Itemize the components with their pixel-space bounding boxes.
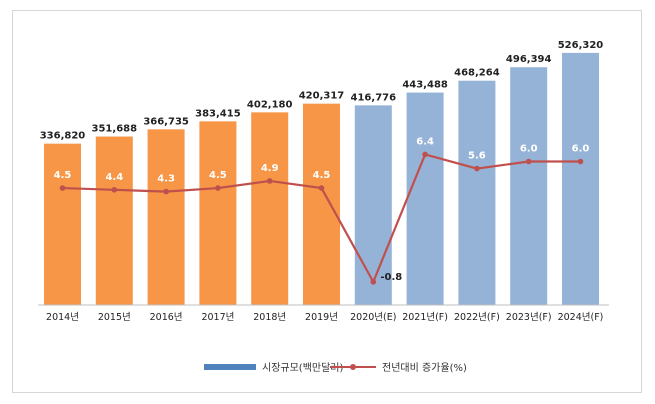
growth-value-label-6: -0.8 xyxy=(380,272,402,283)
growth-line-group: 4.5 4.4 4.3 4.5 4.9 4.5 -0.8 6.4 5.6 6.0 6.0 xyxy=(54,136,590,285)
x-tick-label-4: 2018년 xyxy=(253,312,286,323)
bar-value-label-10: 526,320 xyxy=(558,40,604,51)
growth-point-4 xyxy=(266,178,273,184)
growth-point-2 xyxy=(163,188,169,195)
growth-value-label-3: 4.5 xyxy=(209,170,227,181)
bar-value-label-1: 351,688 xyxy=(92,124,138,135)
growth-point-6 xyxy=(370,279,377,285)
growth-value-label-9: 6.0 xyxy=(520,144,538,155)
bar-8 xyxy=(458,80,496,306)
growth-value-label-8: 5.6 xyxy=(468,151,486,162)
x-tick-label-7: 2021년(F) xyxy=(402,312,448,323)
bar-value-label-4: 402,180 xyxy=(247,99,293,110)
legend-bar-label: 시장규모(백만달러) xyxy=(262,362,344,374)
growth-point-9 xyxy=(525,158,532,165)
bar-value-label-7: 443,488 xyxy=(402,80,448,91)
growth-point-1 xyxy=(111,187,118,193)
growth-value-label-10: 6.0 xyxy=(572,144,590,155)
bar-2 xyxy=(147,129,185,305)
x-tick-label-9: 2023년(F) xyxy=(506,312,552,323)
bar-value-label-2: 366,735 xyxy=(143,116,189,127)
bar-value-label-9: 496,394 xyxy=(506,54,552,65)
growth-point-0 xyxy=(59,185,66,191)
x-tick-label-2: 2016년 xyxy=(150,312,183,323)
legend-bar-swatch xyxy=(204,364,256,370)
growth-value-label-1: 4.4 xyxy=(105,172,123,183)
growth-point-5 xyxy=(318,185,325,191)
bar-value-label-0: 336,820 xyxy=(40,131,86,142)
growth-value-label-0: 4.5 xyxy=(54,170,72,181)
growth-point-3 xyxy=(215,185,221,191)
x-tick-label-3: 2017년 xyxy=(201,312,234,323)
growth-value-label-2: 4.3 xyxy=(157,174,175,185)
bar-value-label-3: 383,415 xyxy=(195,108,241,119)
bar-1 xyxy=(95,136,133,305)
x-tick-label-8: 2022년(F) xyxy=(454,312,500,323)
growth-point-10 xyxy=(577,158,584,165)
legend-line-label: 전년대비 증가율(%) xyxy=(382,362,467,374)
x-tick-labels-group: 2014년 2015년 2016년 2017년 2018년 2019년 2020년(E) 20… xyxy=(46,312,603,323)
bar-labels-group: 336,820 351,688 366,735 383,415 402,180 420,3… xyxy=(40,40,604,142)
x-tick-label-0: 2014년 xyxy=(46,312,79,323)
bar-value-label-6: 416,776 xyxy=(351,92,397,103)
growth-value-label-5: 4.5 xyxy=(313,170,331,181)
x-tick-label-6: 2020년(E) xyxy=(350,312,396,323)
bar-7 xyxy=(406,92,444,305)
growth-point-8 xyxy=(474,165,480,172)
growth-value-label-7: 6.4 xyxy=(416,136,434,147)
growth-value-label-4: 4.9 xyxy=(261,163,279,174)
bar-value-label-8: 468,264 xyxy=(454,68,500,79)
bar-value-label-5: 420,317 xyxy=(299,91,345,102)
bar-10 xyxy=(562,52,599,306)
growth-point-7 xyxy=(422,151,428,158)
legend: 시장규모(백만달러) 전년대비 증가율(%) xyxy=(204,362,467,374)
bar-5 xyxy=(303,103,340,306)
x-tick-label-10: 2024년(F) xyxy=(558,312,604,323)
bar-6 xyxy=(354,105,392,306)
x-tick-label-1: 2015년 xyxy=(98,312,131,323)
x-tick-label-5: 2019년 xyxy=(305,312,338,323)
bars-group xyxy=(44,52,599,306)
bar-4 xyxy=(251,112,289,306)
bar-0 xyxy=(44,143,81,305)
bar-9 xyxy=(510,67,548,306)
bar-3 xyxy=(199,121,237,306)
legend-line-marker xyxy=(350,364,356,370)
